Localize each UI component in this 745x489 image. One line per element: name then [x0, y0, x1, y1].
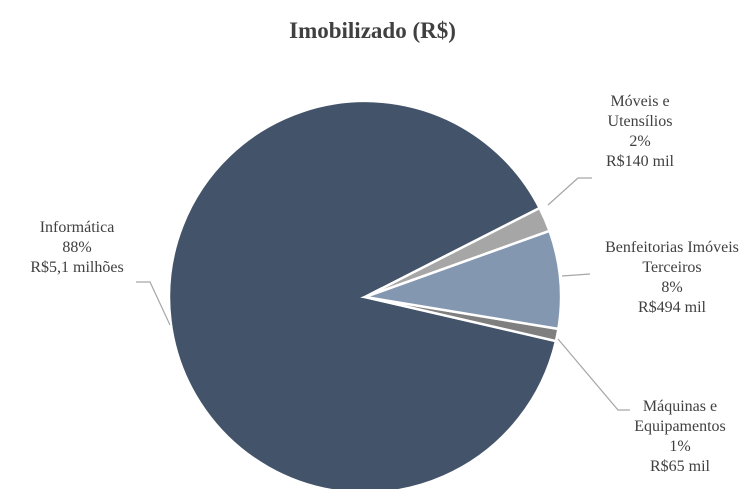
chart-title: Imobilizado (R$): [289, 18, 456, 43]
leader-line: [547, 177, 592, 206]
data-label: Informática 88% R$5,1 milhões: [0, 218, 187, 278]
pie-slice: [167, 99, 558, 489]
value-label: 88%: [62, 239, 92, 256]
data-label: Móveis e Utensílios 2% R$140 mil: [530, 92, 745, 172]
data-label: Máquinas e Equipamentos 1% R$65 mil: [570, 397, 745, 477]
category-label: Informática: [39, 219, 115, 236]
pie-slice: [360, 229, 563, 331]
data-label: Benfeitorias Imóveis Terceiros 8% R$494 mi…: [562, 238, 745, 318]
amount-label: R$65 mil: [649, 458, 710, 475]
leader-line: [561, 273, 591, 277]
category-label: Benfeitorias Imóveis Terceiros: [605, 239, 739, 276]
pie-slice: [364, 206, 552, 299]
category-label: Móveis e Utensílios: [607, 93, 673, 130]
value-label: 2%: [629, 133, 651, 150]
value-label: 1%: [669, 438, 691, 455]
amount-label: R$494 mil: [637, 299, 706, 316]
leader-line: [136, 281, 171, 326]
value-label: 8%: [661, 279, 683, 296]
amount-label: R$5,1 milhões: [30, 259, 124, 276]
amount-label: R$140 mil: [605, 153, 674, 170]
leader-line: [557, 338, 630, 411]
category-label: Máquinas e Equipamentos: [634, 398, 726, 435]
